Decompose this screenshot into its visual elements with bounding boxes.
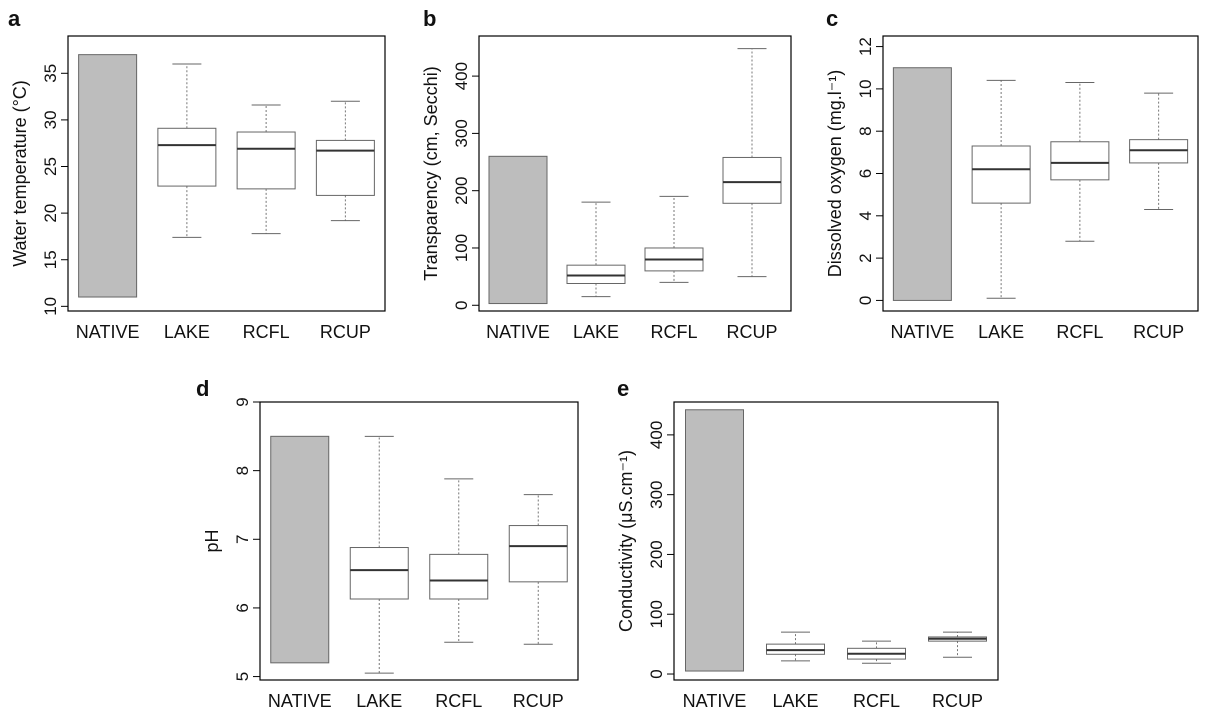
y-tick-label: 400 xyxy=(452,62,471,90)
box-lake xyxy=(566,201,626,298)
iqr-box xyxy=(1050,141,1110,181)
x-tick-label: NATIVE xyxy=(891,322,955,342)
native-range-bar xyxy=(78,54,138,298)
y-tick-label: 15 xyxy=(41,250,60,269)
chart-panel-a: a 10 15 20 25 30 35 Water temperature (°C) NATIV… xyxy=(8,6,386,342)
plot-frame xyxy=(67,35,386,312)
iqr-box xyxy=(971,145,1031,204)
plot-frame xyxy=(478,35,792,312)
box-rcup xyxy=(722,48,782,278)
x-tick-label: RCUP xyxy=(1133,322,1184,342)
box-lake xyxy=(349,435,409,674)
y-tick-label: 300 xyxy=(647,480,666,508)
y-tick-label: 200 xyxy=(647,540,666,568)
y-tick-label: 8 xyxy=(233,466,252,475)
x-tick-label: RCFL xyxy=(853,691,900,711)
box-rcup xyxy=(508,494,568,645)
y-tick-label: 35 xyxy=(41,64,60,83)
x-tick-label: LAKE xyxy=(573,322,619,342)
y-tick-label: 100 xyxy=(452,234,471,262)
iqr-box xyxy=(722,156,782,204)
x-tick-label: LAKE xyxy=(356,691,402,711)
y-tick-label: 200 xyxy=(452,177,471,205)
x-tick-label: RCUP xyxy=(320,322,371,342)
x-tick-label: RCUP xyxy=(513,691,564,711)
y-tick-label: 30 xyxy=(41,110,60,129)
box-rcfl xyxy=(429,478,489,643)
box-rcup xyxy=(1129,92,1189,210)
plot-frame xyxy=(259,401,579,681)
y-tick-label: 10 xyxy=(856,79,875,98)
y-tick-label: 6 xyxy=(233,603,252,612)
native-range-bar xyxy=(270,435,330,664)
y-tick-label: 9 xyxy=(233,397,252,406)
x-tick-label: RCUP xyxy=(726,322,777,342)
iqr-box xyxy=(429,553,489,600)
iqr-box xyxy=(349,547,409,600)
native-range-bar xyxy=(892,67,952,301)
y-tick-label: 6 xyxy=(856,169,875,178)
box-rcup xyxy=(928,631,987,658)
x-tick-label: NATIVE xyxy=(486,322,550,342)
x-tick-label: RCUP xyxy=(932,691,983,711)
y-tick-label: 4 xyxy=(856,211,875,220)
chart-panel-b: b 0 100 200 300 400 Transparency (cm, Secchi) N… xyxy=(421,6,792,342)
chart-panel-c: c 0 2 4 6 8 10 12 Dissolved oxygen (mg.l⁻¹) NATIV… xyxy=(825,6,1199,342)
box-rcfl xyxy=(1050,82,1110,242)
panel-letter: d xyxy=(196,376,209,401)
chart-panel-d: d 5 6 7 8 9 pH NATIVE LAKE RCFL RCUP xyxy=(196,376,579,711)
box-rcfl xyxy=(847,640,906,664)
box-rcfl xyxy=(236,104,296,235)
x-tick-label: RCFL xyxy=(650,322,697,342)
y-tick-label: 10 xyxy=(41,297,60,316)
y-axis-label: Dissolved oxygen (mg.l⁻¹) xyxy=(825,70,845,278)
panel-letter: c xyxy=(826,6,838,31)
y-tick-label: 7 xyxy=(233,535,252,544)
x-tick-label: LAKE xyxy=(772,691,818,711)
y-tick-label: 400 xyxy=(647,421,666,449)
y-tick-label: 2 xyxy=(856,253,875,262)
y-tick-label: 25 xyxy=(41,157,60,176)
x-tick-label: LAKE xyxy=(164,322,210,342)
box-lake xyxy=(766,631,825,662)
y-axis-label: Transparency (cm, Secchi) xyxy=(421,66,441,280)
y-tick-label: 20 xyxy=(41,204,60,223)
iqr-box xyxy=(508,525,568,583)
y-axis-label: pH xyxy=(202,529,222,552)
x-tick-label: NATIVE xyxy=(76,322,140,342)
x-tick-label: RCFL xyxy=(1056,322,1103,342)
panel-letter: b xyxy=(423,6,436,31)
box-rcup xyxy=(315,100,375,222)
y-axis-label: Conductivity (μS.cm⁻¹) xyxy=(616,450,636,632)
x-tick-label: LAKE xyxy=(978,322,1024,342)
native-range-bar xyxy=(488,155,548,305)
box-lake xyxy=(157,63,217,238)
y-tick-label: 0 xyxy=(856,296,875,305)
chart-panel-e: e 0 100 200 300 400 Conductivity (μS.cm⁻¹) NATI… xyxy=(616,376,999,711)
panel-letter: e xyxy=(617,376,629,401)
y-tick-label: 8 xyxy=(856,126,875,135)
y-tick-label: 300 xyxy=(452,119,471,147)
y-tick-label: 0 xyxy=(452,301,471,310)
x-tick-label: NATIVE xyxy=(268,691,332,711)
iqr-box xyxy=(315,139,375,196)
panel-letter: a xyxy=(8,6,21,31)
native-range-bar xyxy=(685,409,744,672)
x-tick-label: RCFL xyxy=(435,691,482,711)
box-lake xyxy=(971,79,1031,299)
y-tick-label: 100 xyxy=(647,600,666,628)
iqr-box xyxy=(236,131,296,190)
y-tick-label: 0 xyxy=(647,669,666,678)
iqr-box xyxy=(1129,139,1189,164)
box-rcfl xyxy=(644,195,704,283)
y-tick-label: 12 xyxy=(856,37,875,56)
iqr-box xyxy=(157,127,217,187)
iqr-box xyxy=(566,264,626,284)
x-tick-label: RCFL xyxy=(243,322,290,342)
plot-frame xyxy=(673,401,999,681)
y-tick-label: 5 xyxy=(233,672,252,681)
x-tick-label: NATIVE xyxy=(683,691,747,711)
y-axis-label: Water temperature (°C) xyxy=(10,80,30,267)
